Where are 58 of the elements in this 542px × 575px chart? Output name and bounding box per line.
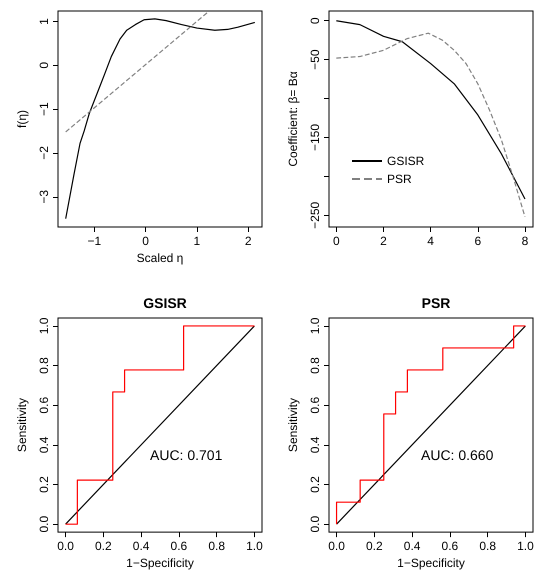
x-tick-label: 1.0 bbox=[246, 539, 264, 554]
y-tick-label: −1 bbox=[37, 102, 51, 116]
x-tick-label: 1 bbox=[194, 234, 201, 248]
x-tick-label: 0.4 bbox=[404, 539, 421, 554]
y-tick-label: 0.6 bbox=[37, 396, 51, 414]
y-tick-label: 0.2 bbox=[37, 476, 51, 493]
x-tick-label: 0.6 bbox=[442, 539, 459, 554]
annotation: AUC: 0.701 bbox=[150, 447, 223, 463]
x-tick-label: 0 bbox=[142, 234, 150, 248]
y-tick-label: −3 bbox=[37, 190, 51, 204]
x-axis-title: Scaled η bbox=[136, 250, 184, 265]
x-tick-label: 6 bbox=[474, 234, 482, 248]
x-tick-label: 0.8 bbox=[479, 539, 496, 554]
legend-label: GSISR bbox=[387, 154, 425, 168]
x-tick-label: 0.2 bbox=[366, 539, 383, 554]
x-tick-label: 0.4 bbox=[132, 539, 150, 554]
x-tick-label: 2 bbox=[380, 234, 388, 248]
x-tick-label: 1.0 bbox=[517, 539, 534, 554]
y-tick-label: −150 bbox=[308, 124, 322, 151]
line-series bbox=[65, 18, 256, 220]
y-tick-label: −250 bbox=[308, 201, 322, 229]
x-axis-title: 1−Specificity bbox=[126, 556, 194, 570]
line-series bbox=[336, 32, 526, 218]
y-axis-title: Sensitivity bbox=[15, 398, 29, 452]
y-tick-label: 0.8 bbox=[308, 356, 322, 374]
y-tick-label: 0.0 bbox=[308, 516, 322, 533]
y-axis-title: Coefficient: β= Bα bbox=[286, 71, 300, 167]
y-tick-label: 1.0 bbox=[308, 317, 322, 334]
y-axis-title: f(η) bbox=[15, 110, 29, 128]
y-tick-label: 0.8 bbox=[37, 356, 51, 374]
y-tick-label: 0.0 bbox=[37, 516, 51, 533]
x-tick-label: −1 bbox=[88, 234, 102, 248]
x-tick-label: 0.0 bbox=[328, 539, 346, 554]
x-tick-label: 0.0 bbox=[57, 539, 74, 554]
y-axis-title: Sensitivity bbox=[286, 398, 300, 452]
y-tick-label: 0.6 bbox=[308, 396, 322, 414]
y-tick-label: −2 bbox=[37, 146, 51, 160]
y-tick-label: −50 bbox=[308, 49, 322, 70]
y-tick-label: 1.0 bbox=[37, 317, 51, 334]
x-tick-label: 0.6 bbox=[170, 539, 188, 554]
annotation: AUC: 0.660 bbox=[421, 447, 494, 463]
x-tick-label: 0.8 bbox=[208, 539, 226, 554]
x-tick-label: 2 bbox=[244, 234, 252, 248]
y-tick-label: 0 bbox=[37, 62, 51, 69]
chart-title: GSISR bbox=[143, 295, 187, 311]
y-tick-label: 0.4 bbox=[308, 436, 322, 454]
y-tick-label: 0.2 bbox=[308, 476, 322, 493]
x-axis-title: 1−Specificity bbox=[397, 556, 465, 570]
x-tick-label: 4 bbox=[427, 234, 434, 248]
legend-label: PSR bbox=[387, 172, 412, 186]
line-series bbox=[336, 20, 526, 200]
chart-title: PSR bbox=[422, 295, 450, 311]
x-tick-label: 0.2 bbox=[94, 539, 112, 554]
y-tick-label: 1 bbox=[37, 18, 51, 25]
x-tick-label: 0 bbox=[332, 234, 340, 248]
y-tick-label: 0 bbox=[308, 17, 322, 24]
x-tick-label: 8 bbox=[522, 234, 529, 248]
y-tick-label: 0.4 bbox=[37, 436, 51, 454]
